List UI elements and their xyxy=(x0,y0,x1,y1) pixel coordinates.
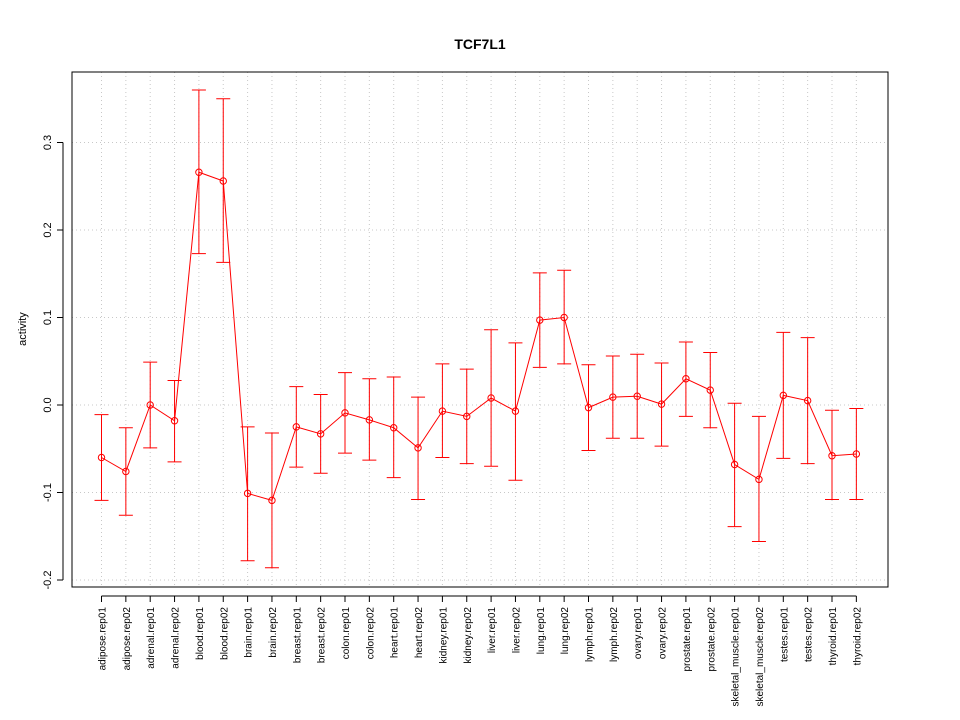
data-point xyxy=(828,452,836,460)
series-activity xyxy=(94,89,864,569)
x-tick-label: blood.rep01 xyxy=(195,607,206,660)
x-tick-label: brain.rep02 xyxy=(268,607,279,658)
x-tick-label: ovary.rep02 xyxy=(658,607,669,660)
data-point xyxy=(122,467,130,476)
x-tick-label: heart.rep01 xyxy=(390,607,401,659)
data-point xyxy=(414,444,422,452)
x-tick-label: ovary.rep01 xyxy=(633,607,644,660)
data-point xyxy=(803,396,812,405)
x-tick-label: kidney.rep01 xyxy=(438,607,449,664)
data-point xyxy=(560,313,568,322)
x-tick-label: adipose.rep02 xyxy=(122,607,133,671)
data-point xyxy=(657,400,666,408)
y-tick-label: 0.3 xyxy=(42,135,54,150)
x-tick-label: skeletal_muscle.rep02 xyxy=(755,607,766,707)
y-axis-label: activity xyxy=(17,312,29,346)
data-point xyxy=(779,391,787,400)
data-point xyxy=(755,475,763,484)
x-axis: adipose.rep01 adipose.rep02 adrenal.rep01 a… xyxy=(98,595,863,707)
x-tick-label: breast.rep02 xyxy=(317,607,328,664)
data-point xyxy=(536,316,544,324)
data-point xyxy=(584,403,593,412)
y-axis: -0.2 -0.1 0.0 0.1 0.2 0.3 xyxy=(42,135,64,590)
data-point xyxy=(97,453,106,462)
y-tick-label: 0.2 xyxy=(42,222,54,237)
data-point xyxy=(487,394,495,402)
x-tick-label: lymph.rep02 xyxy=(609,607,620,662)
data-point xyxy=(730,460,739,469)
data-point xyxy=(243,489,252,498)
y-tick-label: 0.1 xyxy=(42,310,54,325)
data-point xyxy=(438,407,447,415)
x-tick-label: breast.rep01 xyxy=(292,607,303,664)
data-point xyxy=(292,423,300,431)
data-point xyxy=(316,430,325,438)
data-point xyxy=(146,401,154,409)
x-tick-label: colon.rep01 xyxy=(341,607,352,660)
x-tick-label: adrenal.rep02 xyxy=(171,607,182,669)
data-point xyxy=(268,496,276,505)
data-point xyxy=(852,450,861,458)
x-tick-label: skeletal_muscle.rep01 xyxy=(731,607,742,707)
x-tick-label: thyroid.rep02 xyxy=(852,607,863,666)
x-tick-label: liver.rep01 xyxy=(487,607,498,654)
data-point xyxy=(682,375,690,383)
data-point xyxy=(463,412,471,421)
series-line xyxy=(101,171,857,501)
x-tick-label: lymph.rep01 xyxy=(585,607,596,662)
x-tick-label: thyroid.rep01 xyxy=(828,607,839,666)
data-point xyxy=(609,393,617,401)
x-tick-label: adrenal.rep01 xyxy=(146,607,157,669)
grid xyxy=(72,72,888,587)
x-tick-label: prostate.rep01 xyxy=(682,607,693,672)
plot-frame xyxy=(71,71,889,588)
data-point xyxy=(706,386,714,394)
data-point xyxy=(170,417,179,425)
x-tick-label: testes.rep01 xyxy=(779,607,790,662)
data-point xyxy=(511,407,520,415)
data-point xyxy=(341,409,349,417)
x-tick-label: lung.rep02 xyxy=(560,607,571,655)
x-tick-label: prostate.rep02 xyxy=(706,607,717,672)
x-tick-label: colon.rep02 xyxy=(365,607,376,660)
x-tick-label: blood.rep02 xyxy=(219,607,230,660)
x-tick-label: adipose.rep01 xyxy=(98,607,109,671)
data-point xyxy=(633,392,641,400)
y-tick-label: -0.2 xyxy=(42,571,54,590)
x-tick-label: lung.rep01 xyxy=(536,607,547,655)
y-tick-label: -0.1 xyxy=(42,483,54,502)
chart-title: TCF7L1 xyxy=(454,36,506,52)
y-tick-label: 0.0 xyxy=(42,397,54,412)
data-point xyxy=(390,424,398,432)
data-point xyxy=(219,177,227,185)
x-tick-label: heart.rep02 xyxy=(414,607,425,659)
x-tick-label: brain.rep01 xyxy=(244,607,255,658)
data-point xyxy=(365,416,374,424)
data-point xyxy=(195,168,203,176)
x-tick-label: kidney.rep02 xyxy=(463,607,474,664)
x-tick-label: testes.rep02 xyxy=(804,607,815,662)
x-tick-label: liver.rep02 xyxy=(511,607,522,654)
